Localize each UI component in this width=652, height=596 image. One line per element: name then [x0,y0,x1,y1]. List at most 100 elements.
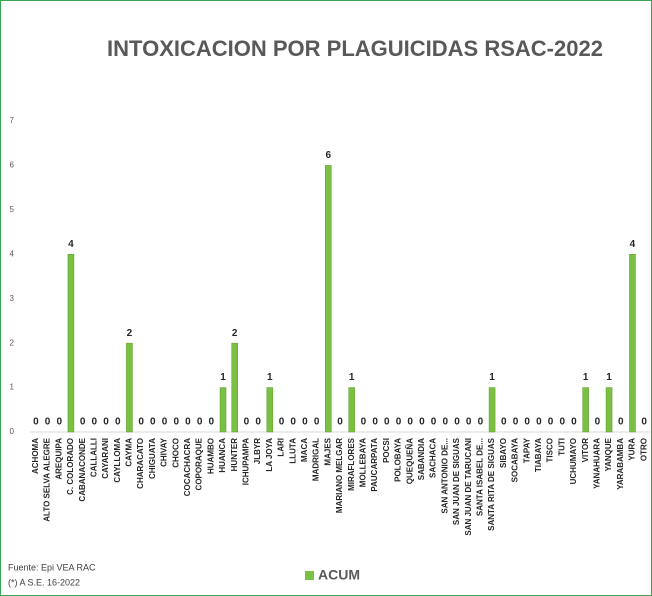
x-tick-label: CAYARANI [101,438,110,479]
value-label: 2 [232,328,238,339]
x-tick-label: TISCO [546,438,555,462]
x-tick-label: MARIANO MELGAR [335,438,344,513]
x-tick-label: HUNTER [230,438,239,472]
note: (*) A S.E. 16-2022 [8,577,80,587]
x-tick-label: MIRAFLORES [347,437,356,491]
value-label: 1 [349,372,355,383]
x-tick-label: MAJES [323,437,332,465]
bar [605,387,613,433]
value-label: 1 [220,372,226,383]
x-tick-label: HUANCA [218,438,227,473]
value-label: 0 [431,417,437,428]
value-label: 1 [267,372,273,383]
value-label: 0 [466,417,472,428]
x-tick-label: ICHUPAMPA [242,438,251,485]
value-label: 0 [290,417,296,428]
y-tick-label: 0 [10,427,15,436]
x-tick-label: VITOR [581,438,590,463]
y-tick-label: 1 [10,383,15,392]
x-tick-label: PAUCARPATA [370,438,379,492]
value-label: 0 [501,417,507,428]
x-tick-label: MOLLEBAYA [359,438,368,487]
value-label: 0 [571,417,577,428]
x-tick-label: ACHOMA [31,438,40,474]
x-tick-label: CALLALLI [89,438,98,477]
value-label: 0 [45,417,51,428]
value-label: 0 [536,417,542,428]
x-tick-label: OTRO [639,438,648,461]
x-tick-label: C. COLORADO [66,438,75,495]
x-tick-label: CHARACATO [136,438,145,489]
value-label: 0 [595,417,601,428]
value-label: 1 [606,372,612,383]
value-label: 0 [244,417,250,428]
x-tick-label: TAPAY [522,437,531,463]
x-tick-label: MACA [300,438,309,462]
x-tick-label: ALTO SELVA ALEGRE [43,437,52,521]
y-tick-label: 3 [10,294,15,303]
value-label: 4 [68,239,74,250]
x-tick-label: LARI [277,438,286,457]
bar [126,342,133,433]
x-tick-label: CAYMA [125,438,134,467]
value-label: 0 [209,417,215,428]
value-label: 0 [454,417,460,428]
value-label: 0 [185,417,191,428]
bar [325,165,332,433]
value-label: 0 [138,417,144,428]
value-label: 0 [314,417,320,428]
x-tick-label: YANQUE [604,437,613,471]
x-tick-label: MADRIGAL [312,438,321,481]
y-tick-label: 7 [10,116,15,125]
x-tick-label: SABANDIA [417,438,426,480]
value-label: 0 [197,417,203,428]
value-label: 0 [641,417,647,428]
value-label: 0 [115,417,121,428]
x-tick-label: AREQUIPA [54,438,63,480]
x-tick-label: COCACHACRA [183,438,192,496]
bar [348,387,355,433]
bar [231,342,238,433]
value-label: 0 [407,417,413,428]
x-tick-label: TIABAYA [534,438,543,472]
x-tick-label: LLUTA [288,438,297,464]
x-tick-label: YURA [628,438,637,461]
x-tick-label: HUAMBO [206,438,215,474]
y-tick-label: 6 [10,161,15,170]
bar [488,387,496,433]
value-label: 0 [443,417,449,428]
value-label: 0 [361,417,367,428]
bar [582,387,589,433]
value-label: 0 [56,417,62,428]
x-tick-label: LA JOYA [265,438,274,472]
x-tick-label: CHIVAY [160,437,169,467]
x-tick-label: CABANACONDE [78,437,87,501]
x-tick-label: SIBAYO [499,438,508,468]
value-label: 0 [162,417,168,428]
value-label: 0 [513,417,519,428]
x-tick-label: POLOBAYA [394,438,403,482]
value-label: 6 [326,150,332,161]
x-tick-label: POCSI [382,438,391,463]
y-tick-label: 2 [10,338,15,347]
x-tick-label: SANTA ISABEL DE... [475,438,484,516]
x-tick-label: JLBYR [253,438,262,464]
value-label: 0 [524,417,530,428]
value-label: 0 [80,417,86,428]
value-label: 0 [396,417,402,428]
x-tick-label: COPORAQUE [195,437,204,490]
x-tick-label: YANAHUARA [592,438,601,489]
source: Fuente: Epi VEA RAC [8,562,96,572]
value-label: 0 [92,417,98,428]
chart-title: INTOXICACION POR PLAGUICIDAS RSAC-2022 [107,36,603,61]
value-label: 0 [419,417,425,428]
x-tick-label: SANTA RITA DE SIGUAS [487,437,496,531]
bar [266,387,274,433]
value-label: 0 [150,417,156,428]
value-label: 0 [173,417,179,428]
value-label: 0 [33,417,39,428]
value-label: 0 [103,417,109,428]
value-label: 0 [478,417,484,428]
value-label: 2 [127,328,133,339]
